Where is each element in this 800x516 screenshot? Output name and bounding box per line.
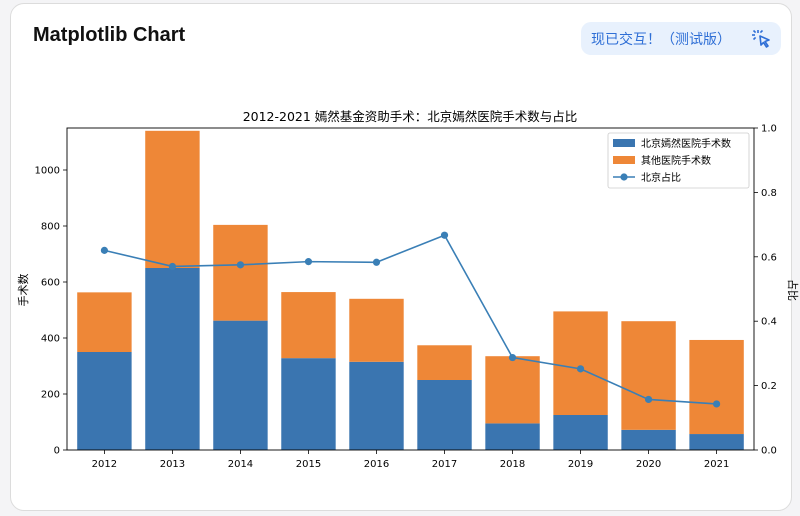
y-tick-label: 800 (41, 222, 60, 233)
y-tick-label: 600 (41, 278, 60, 289)
x-tick-label: 2021 (704, 459, 729, 470)
bar-other[interactable] (281, 292, 336, 359)
legend-label-beijing: 北京嫣然医院手术数 (641, 137, 731, 150)
x-tick-label: 2019 (568, 459, 593, 470)
x-tick-label: 2020 (636, 459, 661, 470)
card-title: Matplotlib Chart (33, 24, 186, 46)
y2-tick-label: 0.8 (761, 188, 777, 199)
x-tick-label: 2015 (296, 459, 321, 470)
ratio-point[interactable] (508, 353, 517, 362)
bar-other[interactable] (621, 321, 676, 430)
legend-box (607, 132, 750, 189)
y-axis-label: 手术数 (16, 274, 30, 307)
bar-beijing[interactable] (485, 423, 540, 450)
x-tick-label: 2017 (432, 459, 457, 470)
bar-beijing[interactable] (689, 434, 744, 450)
cursor-click-icon (752, 29, 770, 48)
legend-label-ratio: 北京占比 (641, 171, 681, 184)
y2-tick-label: 0.2 (761, 381, 777, 392)
bar-other[interactable] (485, 356, 540, 424)
bar-other[interactable] (213, 224, 268, 321)
bar-other[interactable] (689, 339, 744, 435)
bar-other[interactable] (553, 311, 608, 415)
x-tick-label: 2016 (364, 459, 389, 470)
ratio-point[interactable] (168, 262, 177, 271)
bar-beijing[interactable] (349, 361, 404, 450)
ratio-point[interactable] (100, 246, 109, 254)
bar-other[interactable] (145, 130, 200, 268)
ratio-point[interactable] (236, 261, 245, 269)
ratio-point[interactable] (304, 258, 313, 266)
bar-beijing[interactable] (281, 358, 336, 450)
ratio-point[interactable] (712, 400, 721, 408)
bar-beijing[interactable] (213, 320, 268, 450)
legend-label-other: 其他医院手术数 (641, 154, 711, 167)
ratio-point[interactable] (644, 395, 653, 404)
y2-tick-label: 0.0 (761, 446, 777, 457)
ratio-point[interactable] (576, 365, 585, 373)
badge-label: 现已交互！（测试版） (591, 31, 731, 48)
y2-tick-label: 0.4 (761, 317, 777, 328)
y2-tick-label: 1.0 (761, 124, 777, 135)
x-tick-label: 2012 (92, 459, 117, 470)
ratio-point[interactable] (372, 258, 381, 266)
y2-axis-label: 占比 (786, 279, 800, 301)
legend-swatch-beijing (613, 139, 635, 147)
y-tick-label: 0 (54, 446, 60, 457)
y-tick-label: 1000 (35, 166, 60, 177)
bar-other[interactable] (77, 292, 132, 352)
chart-title: 2012-2021 嫣然基金资助手术：北京嫣然医院手术数与占比 (243, 109, 578, 124)
bar-other[interactable] (349, 298, 404, 362)
ratio-line (104, 234, 717, 405)
interactive-badge[interactable]: 现已交互！（测试版） (581, 22, 781, 55)
bar-beijing[interactable] (621, 429, 676, 450)
bar-beijing[interactable] (417, 380, 472, 450)
x-tick-label: 2018 (500, 459, 525, 470)
y-tick-label: 400 (41, 334, 60, 345)
bar-beijing[interactable] (77, 352, 132, 450)
bar-beijing[interactable] (553, 415, 608, 450)
bar-other[interactable] (417, 345, 472, 380)
x-tick-label: 2013 (160, 459, 185, 470)
legend-swatch-other (613, 156, 635, 164)
ratio-point[interactable] (440, 231, 449, 239)
y2-tick-label: 0.6 (761, 252, 777, 263)
bar-beijing[interactable] (145, 268, 200, 450)
y-tick-label: 200 (41, 390, 60, 401)
x-tick-label: 2014 (228, 459, 253, 470)
plot-frame (66, 127, 755, 451)
legend-marker-ratio (620, 173, 628, 181)
